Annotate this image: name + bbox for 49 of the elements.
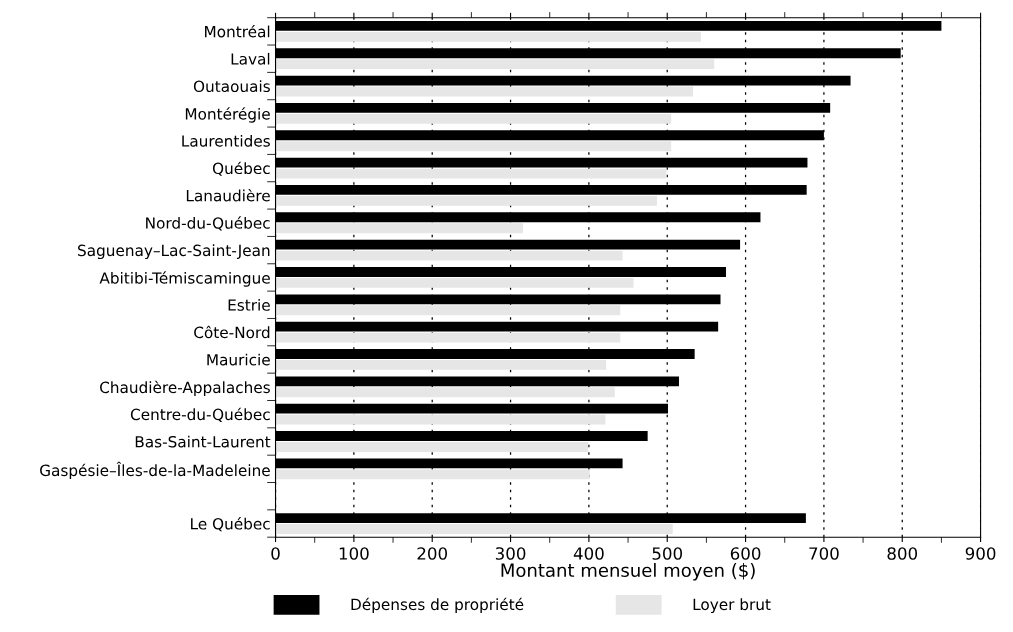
legend-label: Loyer brut [693, 598, 771, 614]
bar [275, 31, 701, 42]
x-tick-label: 800 [887, 547, 918, 560]
y-tick-label: Centre-du-Québec [130, 407, 270, 422]
bar [275, 387, 615, 398]
bar [275, 59, 715, 70]
y-tick-label: Gaspésie–Îles-de-la-Madeleine [40, 461, 270, 480]
y-tick-label: Montréal [205, 24, 270, 38]
y-tick-label: Le Québec [191, 517, 270, 532]
x-tick-label: 100 [339, 547, 369, 560]
x-tick-label: 900 [965, 547, 996, 560]
x-tick-label: 700 [809, 547, 839, 560]
bar [275, 113, 672, 124]
x-tick-label: 600 [730, 547, 761, 560]
bar [275, 277, 634, 288]
bar [275, 86, 694, 97]
y-tick-label: Saguenay–Lac-Saint-Jean [78, 244, 270, 260]
bar [275, 360, 607, 370]
bar [275, 250, 623, 261]
y-tick-label: Nord-du-Québec [146, 216, 270, 231]
y-tick-label: Chaudière-Appalaches [100, 380, 270, 397]
bar [275, 168, 667, 179]
y-tick-label: Québec [212, 161, 270, 176]
bar [275, 469, 590, 480]
y-tick-label: Estrie [228, 298, 270, 311]
y-tick-label: Laurentides [182, 134, 270, 147]
x-tick-label: 500 [652, 547, 683, 560]
bar [275, 141, 672, 152]
bar [275, 305, 621, 316]
y-tick-label: Montérégie [185, 107, 270, 123]
y-tick-label: Côte-Nord [194, 325, 270, 339]
x-tick-label: 400 [573, 547, 604, 560]
y-tick-label: Abitibi-Témiscamingue [99, 271, 270, 287]
bar [275, 414, 606, 425]
y-tick-label: Laval [231, 52, 270, 65]
y-tick-label: Lanaudière [186, 189, 270, 202]
bar [275, 442, 589, 452]
y-tick-label: Bas-Saint-Laurent [135, 435, 271, 448]
bar [275, 223, 524, 234]
legend-label: Dépenses de propriété [351, 597, 524, 614]
x-axis-title: Montant mensuel moyen ($) [501, 563, 755, 581]
bar [275, 195, 658, 206]
x-tick-label: 0 [271, 547, 280, 560]
y-tick-label: Mauricie [207, 353, 270, 366]
x-tick-label: 200 [417, 547, 448, 560]
bar [275, 524, 673, 534]
y-tick-label: Outaouais [193, 80, 270, 93]
x-tick-label: 300 [495, 547, 526, 560]
bar [275, 332, 621, 343]
